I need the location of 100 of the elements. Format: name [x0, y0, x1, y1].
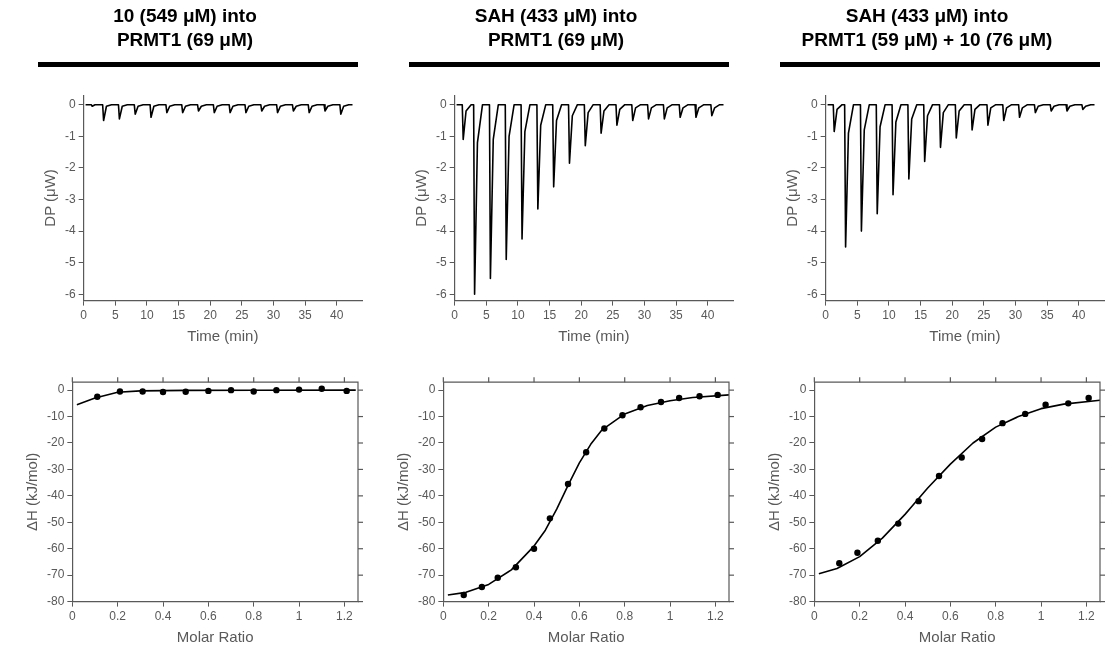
y-tick-label: -30 [418, 461, 436, 476]
x-tick-label: 40 [701, 308, 715, 323]
x-tick-label: 0.6 [571, 609, 589, 624]
point [494, 574, 501, 582]
y-tick-label: -4 [436, 223, 447, 238]
point [657, 398, 665, 406]
point [675, 394, 683, 402]
y-tick-label: -5 [436, 254, 447, 269]
y-tick-label: -3 [436, 191, 447, 206]
point [958, 454, 965, 461]
x-tick-label: 10 [511, 308, 525, 323]
y-tick-label: -4 [65, 223, 76, 238]
x-tick-label: 0.4 [896, 609, 914, 624]
y-tick-label: 0 [428, 382, 436, 397]
y-tick-label: -30 [789, 461, 807, 476]
point [714, 391, 721, 399]
x-tick-label: 1.2 [707, 609, 725, 624]
point [460, 591, 467, 599]
y-tick-label: -2 [807, 160, 818, 175]
chart-title: SAH (433 μM) into PRMT1 (59 μM) + 10 (76 μM) [800, 4, 1054, 52]
y-tick-label: -40 [418, 488, 436, 503]
y-tick-label: -80 [789, 593, 807, 608]
x-tick-label: 1 [666, 609, 674, 624]
x-axis-title: Time (min) [929, 327, 1001, 345]
y-tick-label: -40 [47, 488, 65, 503]
x-tick-label: 0.6 [200, 609, 218, 624]
x-tick-label: 25 [235, 308, 249, 323]
y-tick-label: -6 [65, 286, 76, 301]
x-tick-label: 0 [451, 308, 459, 323]
x-tick-label: 0.4 [154, 609, 172, 624]
y-tick-label: -50 [789, 514, 807, 529]
y-tick-label: -2 [436, 160, 447, 175]
x-tick-label: 15 [542, 308, 557, 323]
y-tick-label: -80 [47, 593, 65, 608]
x-tick-label: 40 [330, 308, 344, 323]
x-tick-label: 35 [669, 308, 684, 323]
x-tick-label: 0 [80, 308, 88, 323]
point [601, 425, 608, 432]
y-tick-label: -3 [65, 191, 76, 206]
y-axis-title: ΔH (kJ/mol) [765, 452, 783, 532]
point [582, 449, 590, 456]
y-axis-title: DP (μW) [412, 169, 430, 227]
y-tick-label: -2 [65, 160, 76, 175]
y-tick-label: -3 [807, 191, 818, 206]
x-tick-label: 20 [945, 308, 960, 323]
y-tick-label: 0 [810, 96, 818, 111]
y-tick-label: 0 [439, 96, 447, 111]
x-tick-label: 0.2 [851, 609, 869, 624]
point [1021, 410, 1029, 418]
point [935, 472, 943, 480]
y-tick-label: -1 [436, 128, 447, 143]
x-tick-label: 0.8 [616, 609, 634, 624]
x-tick-label: 0.4 [525, 609, 543, 624]
x-tick-label: 10 [140, 308, 154, 323]
y-tick-label: -5 [807, 254, 818, 269]
x-tick-label: 1 [295, 609, 303, 624]
point [478, 583, 486, 591]
y-tick-label: -10 [47, 408, 65, 423]
x-tick-label: 0.2 [480, 609, 498, 624]
point [637, 404, 644, 411]
y-tick-label: -40 [789, 488, 807, 503]
x-tick-label: 35 [298, 308, 313, 323]
y-tick-label: -80 [418, 593, 436, 608]
point [564, 480, 572, 488]
x-tick-label: 5 [111, 308, 119, 323]
x-tick-label: 15 [171, 308, 186, 323]
point [1085, 394, 1092, 402]
y-axis-title: DP (μW) [783, 169, 801, 227]
y-tick-label: -1 [807, 128, 818, 143]
y-tick-label: -50 [418, 514, 436, 529]
y-axis-title: ΔH (kJ/mol) [394, 452, 412, 532]
x-tick-label: 30 [1008, 308, 1023, 323]
y-tick-label: -5 [65, 254, 76, 269]
point [1065, 400, 1072, 407]
y-tick-label: -20 [47, 435, 65, 450]
y-tick-label: -6 [807, 286, 818, 301]
x-tick-label: 25 [606, 308, 620, 323]
y-axis-title: ΔH (kJ/mol) [23, 452, 41, 532]
y-tick-label: -1 [65, 128, 76, 143]
point [915, 497, 922, 505]
x-tick-label: 0 [822, 308, 830, 323]
y-tick-label: -20 [418, 435, 436, 450]
x-tick-label: 5 [482, 308, 490, 323]
point [895, 520, 902, 527]
x-axis-title: Time (min) [558, 327, 630, 345]
y-tick-label: -20 [789, 435, 807, 450]
y-tick-label: -30 [47, 461, 65, 476]
x-tick-label: 30 [637, 308, 652, 323]
point [696, 393, 703, 400]
x-tick-label: 1.2 [1078, 609, 1096, 624]
chart-title: SAH (433 μM) into PRMT1 (69 μM) [473, 4, 639, 52]
x-tick-label: 1.2 [336, 609, 354, 624]
point [874, 537, 882, 544]
x-tick-label: 0.8 [245, 609, 263, 624]
x-axis-title: Molar Ratio [547, 628, 625, 646]
y-tick-label: -60 [789, 541, 807, 556]
x-tick-label: 30 [266, 308, 281, 323]
x-tick-label: 10 [882, 308, 896, 323]
x-tick-label: 0.2 [109, 609, 127, 624]
x-tick-label: 0.6 [942, 609, 960, 624]
